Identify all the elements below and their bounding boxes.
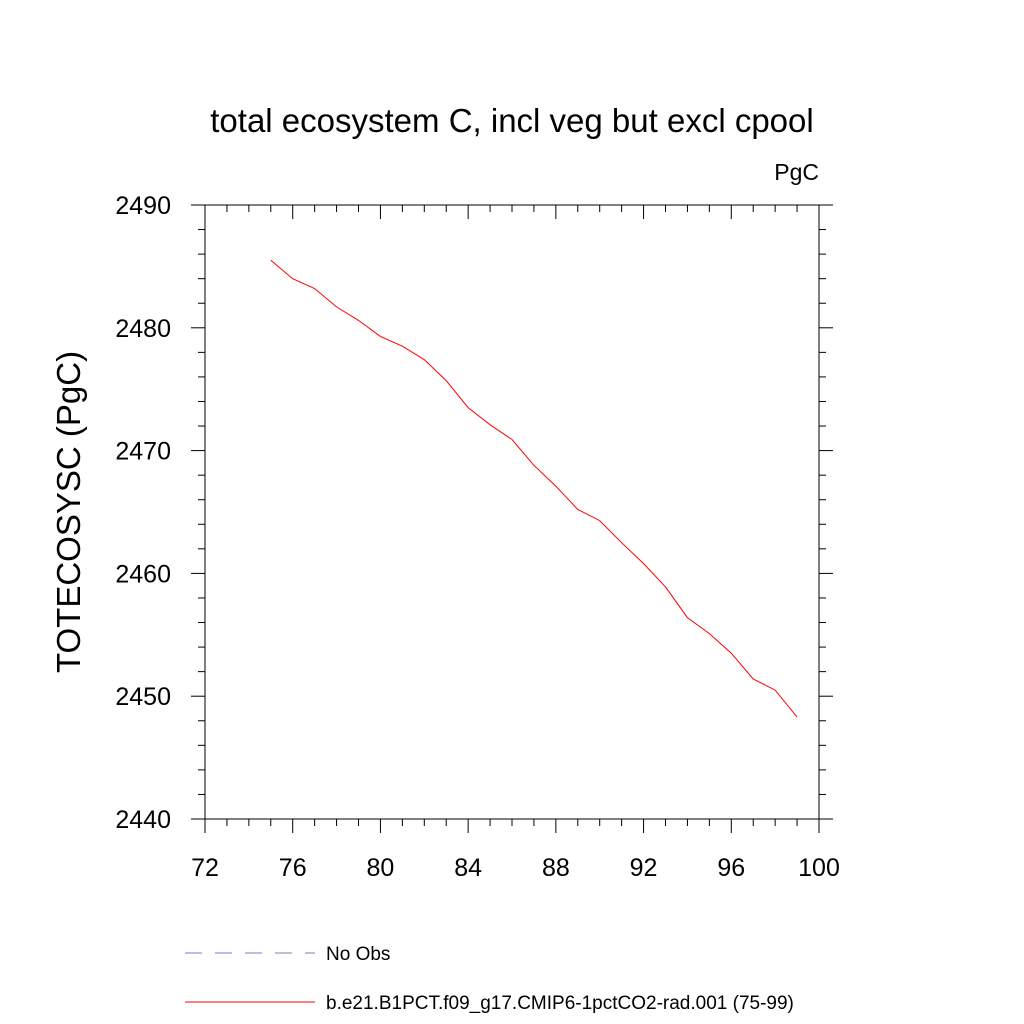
legend: No Obs b.e21.B1PCT.f09_g17.CMIP6-1pctCO2… [185,944,794,1014]
y-tick-label: 2450 [115,683,171,711]
y-tick-label: 2470 [115,438,171,466]
x-tick-label: 84 [454,854,482,882]
axis-ticks [191,204,833,833]
x-tick-label: 100 [798,854,840,882]
x-tick-label: 96 [717,854,745,882]
units-label: PgC [774,159,819,185]
legend-label: No Obs [326,944,390,965]
x-tick-label: 76 [279,854,307,882]
x-tick-label: 88 [542,854,570,882]
legend-item: b.e21.B1PCT.f09_g17.CMIP6-1pctCO2-rad.00… [185,993,794,1014]
series-lines [270,259,798,718]
y-axis-label: TOTECOSYSC (PgC) [50,351,87,673]
y-tick-label: 2490 [115,192,171,220]
series-line [270,259,798,718]
x-tick-labels: 72 76 80 84 88 92 96 100 [191,854,840,882]
legend-item: No Obs [185,944,390,965]
x-tick-label: 92 [630,854,658,882]
y-tick-labels: 2440 2450 2460 2470 2480 2490 [115,192,171,834]
y-tick-label: 2480 [115,315,171,343]
plot-frame [204,204,820,820]
x-tick-label: 72 [191,854,219,882]
x-tick-label: 80 [367,854,395,882]
chart-title: total ecosystem C, incl veg but excl cpo… [210,102,813,139]
y-tick-label: 2440 [115,806,171,834]
y-tick-label: 2460 [115,560,171,588]
legend-label: b.e21.B1PCT.f09_g17.CMIP6-1pctCO2-rad.00… [326,993,794,1014]
